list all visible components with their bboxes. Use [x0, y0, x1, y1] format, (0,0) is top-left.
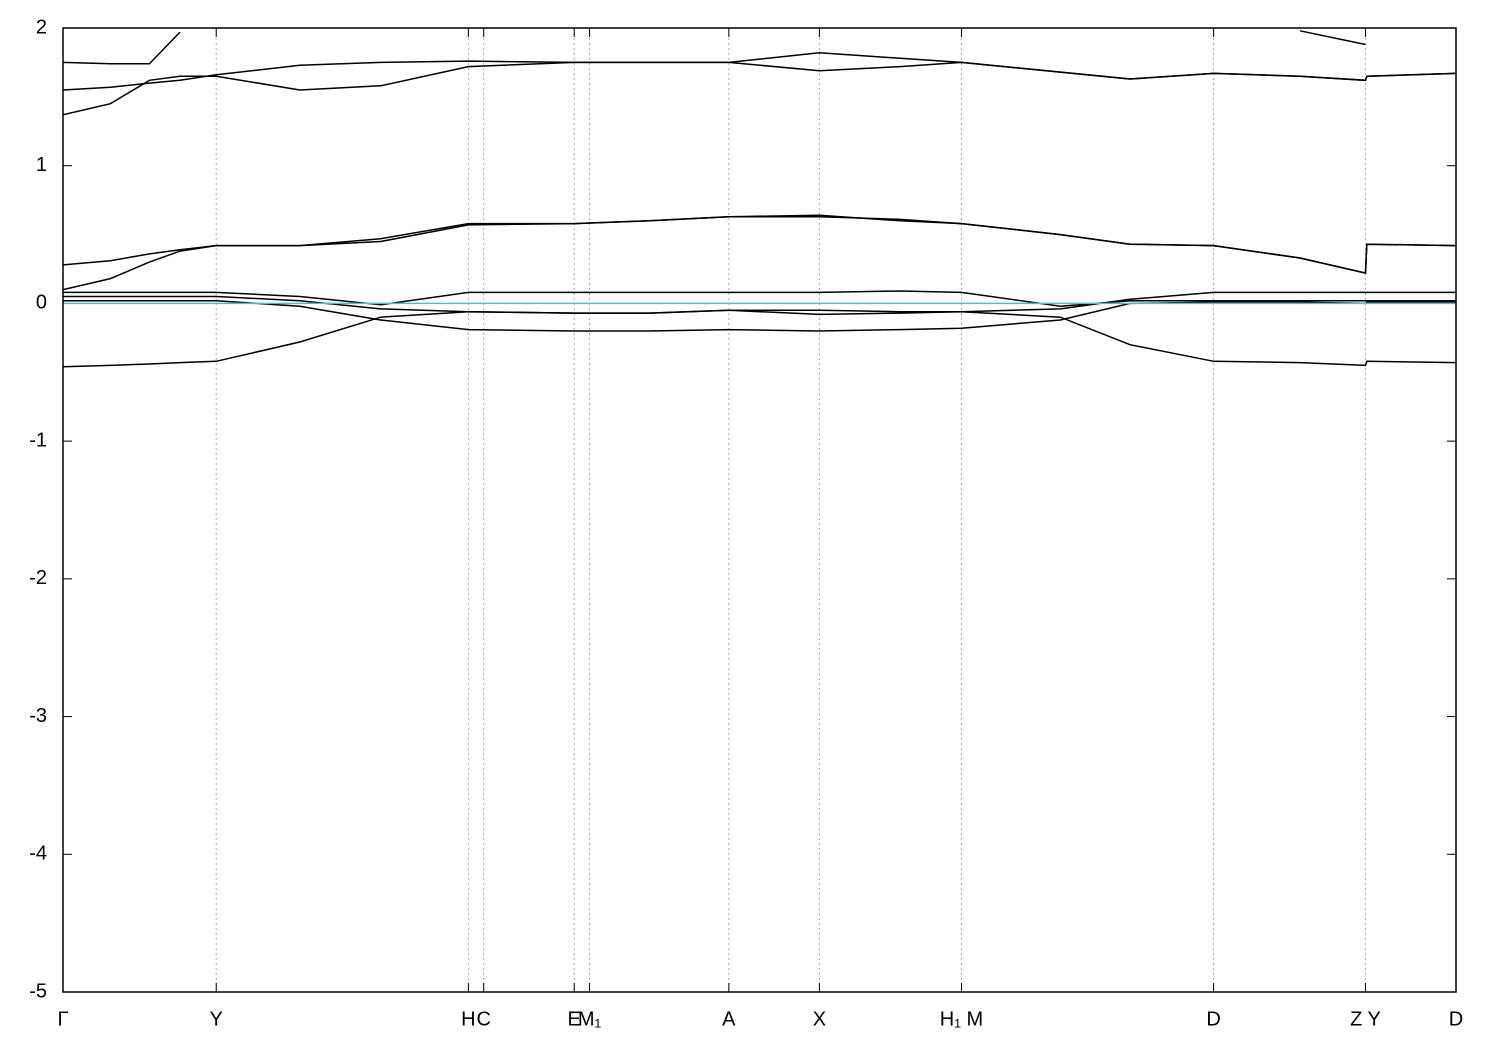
- x-tick-label: D: [1449, 1008, 1463, 1030]
- y-tick-label: -1: [29, 429, 47, 451]
- band-line: [63, 290, 1456, 307]
- band-line: [63, 299, 1456, 332]
- x-tick-label: H: [461, 1008, 475, 1030]
- band-line: [63, 309, 1456, 368]
- x-tick-label: D: [1206, 1008, 1220, 1030]
- x-tick-label: E: [568, 1008, 581, 1030]
- y-tick-label: 0: [36, 292, 47, 314]
- x-tick-label: Γ: [57, 1008, 68, 1030]
- x-tick-label: Z Y: [1350, 1008, 1381, 1030]
- y-tick-label: -2: [29, 567, 47, 589]
- band-line: [63, 61, 1456, 116]
- plot-frame: [62, 27, 1457, 993]
- x-tick-label: X: [813, 1008, 826, 1030]
- band-line: [63, 214, 1456, 275]
- x-tick-label: A: [722, 1008, 736, 1030]
- x-tick-label: C: [476, 1008, 490, 1030]
- y-tick-label: 2: [36, 16, 47, 38]
- band-line: [63, 215, 1456, 291]
- x-tick-label: H₁ M: [940, 1008, 983, 1030]
- y-tick-label: -3: [29, 705, 47, 727]
- x-tick-label: Y: [210, 1008, 223, 1030]
- y-tick-label: 1: [36, 154, 47, 176]
- band-line: [63, 291, 1456, 314]
- band-line: [63, 30, 1366, 65]
- y-tick-label: -4: [29, 843, 47, 865]
- y-tick-label: -5: [29, 980, 47, 1002]
- band-line: [63, 52, 1456, 91]
- x-tick-label: M₁: [578, 1008, 602, 1030]
